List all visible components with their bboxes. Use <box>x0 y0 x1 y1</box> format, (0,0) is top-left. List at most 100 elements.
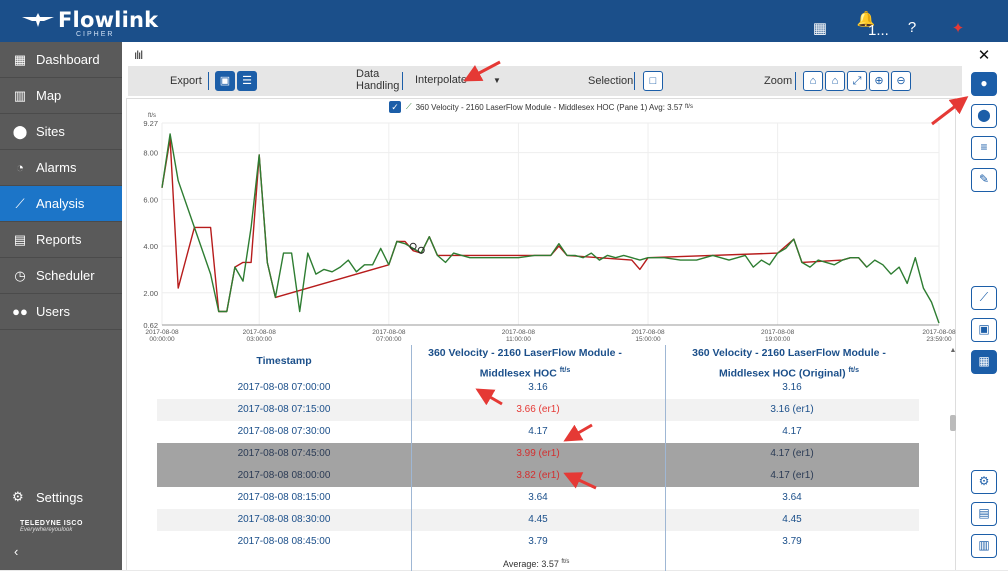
cell-timestamp: 2017-08-08 07:30:00 <box>237 426 331 437</box>
sidebar-item-scheduler[interactable]: ◷ Scheduler <box>0 258 122 294</box>
cell-velocity[interactable]: 3.16 <box>528 382 548 393</box>
cell-timestamp: 2017-08-08 08:00:00 <box>237 470 331 481</box>
cell-velocity[interactable]: 3.66 (er1) <box>516 404 560 415</box>
average-unit: ft/s <box>561 559 570 565</box>
clipboard-button[interactable]: ▤ <box>971 502 997 526</box>
dashboard-icon: ▦ <box>13 51 27 67</box>
clipboard-icon: ▤ <box>978 506 990 520</box>
cell-velocity[interactable]: 4.17 <box>528 426 548 437</box>
sidebar-item-settings[interactable]: ⚙ Settings <box>12 489 83 505</box>
sidebar-item-map[interactable]: ▥ Map <box>0 78 122 114</box>
close-icon[interactable]: ✕ <box>977 47 991 64</box>
document-icon: ▥ <box>978 538 990 552</box>
trend-icon: ⟋ <box>979 290 989 304</box>
logo-text: Flowlink <box>58 8 159 32</box>
record-button[interactable]: ● <box>971 72 997 96</box>
x-tick-label: 2017-08-08 <box>761 329 795 336</box>
chart-icon[interactable]: ▦ <box>812 19 828 37</box>
sidebar-item-reports[interactable]: ▤ Reports <box>0 222 122 258</box>
zoom-out-button[interactable]: ⊖ <box>891 71 911 91</box>
table-row[interactable]: 2017-08-08 07:45:00 3.99 (er1) 4.17 (er1) <box>157 443 919 465</box>
zoom-fit-button[interactable]: ⤢ <box>847 71 867 91</box>
toolbar-divider <box>795 72 796 90</box>
gear-icon: ⚙ <box>978 474 990 488</box>
cell-timestamp: 2017-08-08 07:15:00 <box>237 404 331 415</box>
velocity-chart[interactable]: ft/s9.278.006.004.002.000.622017-08-0800… <box>127 99 957 345</box>
table-header: Timestamp 360 Velocity - 2160 LaserFlow … <box>157 345 927 380</box>
cell-velocity-original: 3.79 <box>782 536 802 547</box>
logo-subtext: CIPHER <box>76 31 115 38</box>
x-tick-label: 00:00:00 <box>149 336 175 343</box>
zoom-reset-button[interactable]: ⌂ <box>825 71 845 91</box>
export-list-button[interactable]: ☰ <box>237 71 257 91</box>
data-handling-label: Data Handling <box>356 68 400 92</box>
cell-velocity[interactable]: 4.45 <box>528 514 548 525</box>
bell-icon[interactable]: 🔔1... <box>856 11 889 39</box>
cell-velocity[interactable]: 3.64 <box>528 492 548 503</box>
table-scrollbar[interactable]: ▲ <box>949 347 957 571</box>
export-save-button[interactable]: ▣ <box>215 71 235 91</box>
sidebar-item-analysis[interactable]: ⟋ Analysis <box>0 186 122 222</box>
table-row[interactable]: 2017-08-08 07:00:00 3.16 3.16 <box>157 377 919 399</box>
header-velocity[interactable]: 360 Velocity - 2160 LaserFlow Module - M… <box>425 345 625 383</box>
sidebar-item-sites[interactable]: ⬤ Sites <box>0 114 122 150</box>
x-tick-label: 23:59:00 <box>926 336 952 343</box>
table-row[interactable]: 2017-08-08 08:15:00 3.64 3.64 <box>157 487 919 509</box>
table-icon: ▦ <box>978 354 990 368</box>
sidebar-item-alarms[interactable]: ◔ Alarms <box>0 150 122 186</box>
header-velocity-original[interactable]: 360 Velocity - 2160 LaserFlow Module - M… <box>689 345 889 383</box>
bars-icon[interactable]: ılıl <box>134 48 143 62</box>
flag-icon[interactable]: ✦ <box>951 19 965 37</box>
selection-box-button[interactable]: □ <box>643 71 663 91</box>
notification-badge: 1... <box>868 22 889 39</box>
chevron-down-icon: ▼ <box>492 76 501 85</box>
x-tick-label: 2017-08-08 <box>372 329 406 336</box>
location-button[interactable]: ⬤ <box>971 104 997 128</box>
table-row[interactable]: 2017-08-08 08:30:00 4.45 4.45 <box>157 509 919 531</box>
chart-legend[interactable]: ✓ ⟋ 360 Velocity - 2160 LaserFlow Module… <box>389 101 693 113</box>
home-alt-icon: ⌂ <box>831 75 839 87</box>
list-icon: ☰ <box>242 75 252 87</box>
analysis-main: ılıl Export ▣ ☰ Data Handling Interpolat… <box>122 42 962 571</box>
scroll-up-icon[interactable]: ▲ <box>949 347 957 354</box>
header-velocity-text: 360 Velocity - 2160 LaserFlow Module - M… <box>428 347 622 380</box>
calendar-button[interactable]: ▣ <box>971 318 997 342</box>
table-row[interactable]: 2017-08-08 08:45:00 3.79 3.79 <box>157 531 919 553</box>
gear-button[interactable]: ⚙ <box>971 470 997 494</box>
interpolate-select[interactable]: Interpolate ▼ <box>415 74 501 86</box>
cell-timestamp: 2017-08-08 08:30:00 <box>237 514 331 525</box>
sidebar-item-dashboard[interactable]: ▦ Dashboard <box>0 42 122 78</box>
cell-velocity-original: 4.17 (er1) <box>770 448 814 459</box>
legend-text: 360 Velocity - 2160 LaserFlow Module - M… <box>415 102 683 112</box>
legend-checkbox[interactable]: ✓ <box>389 101 401 113</box>
collapse-sidebar-icon[interactable]: ‹ <box>14 544 19 559</box>
scroll-thumb[interactable] <box>950 415 956 431</box>
notes-button[interactable]: ≡ <box>971 136 997 160</box>
document-button[interactable]: ▥ <box>971 534 997 558</box>
y-tick-label: 9.27 <box>143 119 158 128</box>
table-row[interactable]: 2017-08-08 08:00:00 3.82 (er1) 4.17 (er1) <box>157 465 919 487</box>
zoom-in-button[interactable]: ⊕ <box>869 71 889 91</box>
cell-velocity[interactable]: 3.99 (er1) <box>516 448 560 459</box>
cell-velocity[interactable]: 3.82 (er1) <box>516 470 560 481</box>
table-button[interactable]: ▦ <box>971 350 997 374</box>
flowlink-logo[interactable]: Flowlink CIPHER <box>20 8 159 38</box>
y-tick-label: 2.00 <box>143 289 158 298</box>
reports-icon: ▤ <box>13 231 27 247</box>
sidebar-item-users[interactable]: ●● Users <box>0 294 122 330</box>
cell-velocity[interactable]: 3.79 <box>528 536 548 547</box>
header-original-unit: ft/s <box>848 367 860 374</box>
edit-button[interactable]: ✎ <box>971 168 997 192</box>
cell-velocity-original: 4.17 <box>782 426 802 437</box>
zoom-home-button[interactable]: ⌂ <box>803 71 823 91</box>
square-icon: □ <box>649 75 657 87</box>
header-timestamp[interactable]: Timestamp <box>256 355 312 367</box>
x-tick-label: 07:00:00 <box>376 336 402 343</box>
edit-icon: ✎ <box>978 172 990 186</box>
table-row[interactable]: 2017-08-08 07:15:00 3.66 (er1) 3.16 (er1) <box>157 399 919 421</box>
users-icon: ●● <box>12 304 28 319</box>
help-icon[interactable]: ? <box>907 19 917 36</box>
series-line-original <box>161 137 868 313</box>
table-row[interactable]: 2017-08-08 07:30:00 4.17 4.17 <box>157 421 919 443</box>
trend-button[interactable]: ⟋ <box>971 286 997 310</box>
